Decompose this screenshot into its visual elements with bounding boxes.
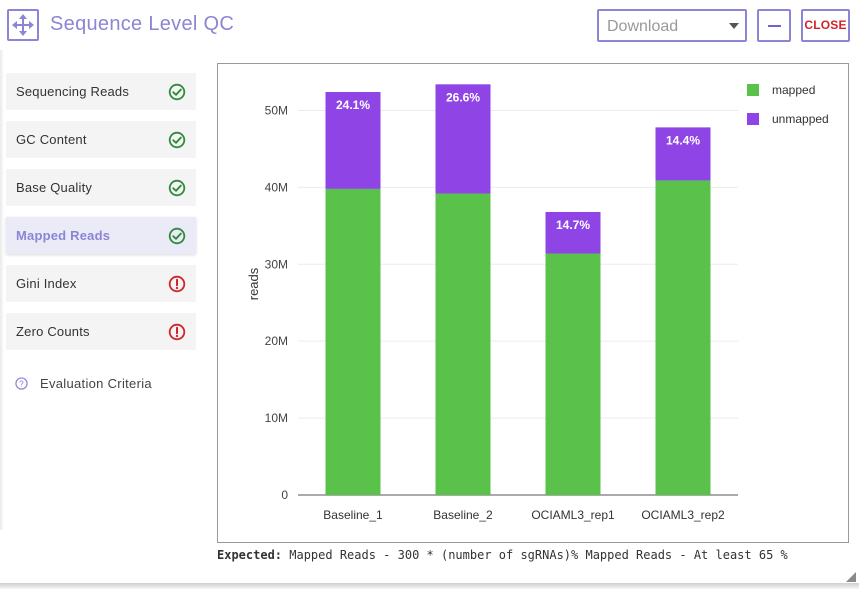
dialog-title: Sequence Level QC [50, 13, 235, 35]
bar-mapped [325, 188, 381, 495]
sidebar-item-base-quality[interactable]: Base Quality [6, 169, 196, 206]
alert-circle-icon [168, 275, 186, 292]
check-circle-icon [168, 83, 186, 100]
bar-data-label: 26.6% [446, 90, 480, 104]
legend-swatch-mapped [747, 84, 759, 96]
bar-mapped [545, 253, 601, 495]
expected-criteria-text: Expected: Mapped Reads - 300 * (number o… [217, 548, 788, 562]
bar-unmapped [655, 127, 711, 181]
check-circle-icon [168, 179, 186, 196]
legend-label: unmapped [772, 112, 829, 126]
bar-unmapped [435, 84, 491, 194]
bar-data-label: 14.4% [666, 133, 700, 147]
sidebar-item-sequencing-reads[interactable]: Sequencing Reads [6, 73, 196, 110]
evaluation-criteria-label: Evaluation Criteria [40, 376, 152, 391]
dialog-shadow-left [0, 50, 4, 530]
y-axis-label: reads [246, 267, 261, 300]
bar-data-label: 24.1% [336, 98, 370, 112]
x-tick-label: Baseline_2 [433, 508, 493, 522]
dialog-shadow-bottom [0, 583, 859, 589]
chart-canvas: 0 10M 20M 30M 40M 50M reads 24.1% Baseline_1 26.6… [246, 83, 829, 522]
y-tick-label: 10M [265, 411, 288, 425]
minimize-icon [768, 25, 781, 27]
sidebar-item-label: Mapped Reads [16, 228, 111, 243]
y-tick-label: 40M [265, 180, 288, 194]
evaluation-criteria-link[interactable]: ? Evaluation Criteria [15, 376, 152, 391]
sidebar-item-gc-content[interactable]: GC Content [6, 121, 196, 158]
x-tick-label: OCIAML3_rep2 [641, 508, 725, 522]
bar-mapped [655, 180, 711, 495]
bar-mapped [435, 193, 491, 495]
sidebar-item-gini-index[interactable]: Gini Index [6, 265, 196, 302]
check-circle-icon [168, 131, 186, 148]
check-circle-icon [168, 227, 186, 244]
close-button[interactable]: CLOSE [801, 9, 850, 42]
move-arrows-icon [12, 14, 34, 36]
y-tick-label: 30M [265, 257, 288, 271]
y-tick-label: 50M [265, 103, 288, 117]
minimize-button[interactable] [757, 9, 791, 42]
sidebar-item-label: Zero Counts [16, 324, 90, 339]
move-handle-button[interactable] [7, 9, 39, 41]
sidebar-item-zero-counts[interactable]: Zero Counts [6, 313, 196, 350]
sidebar-item-label: Sequencing Reads [16, 84, 130, 99]
sidebar-item-label: GC Content [16, 132, 87, 147]
chevron-down-icon [729, 23, 739, 29]
sidebar-item-label: Gini Index [16, 276, 77, 291]
mapped-reads-chart: 0 10M 20M 30M 40M 50M reads 24.1% Baseline_1 26.6… [217, 63, 849, 543]
question-circle-icon: ? [15, 377, 28, 390]
bar-unmapped [545, 211, 601, 254]
download-select[interactable]: Download [597, 9, 747, 42]
legend-label: mapped [772, 83, 815, 97]
x-tick-label: OCIAML3_rep1 [531, 508, 615, 522]
bar-data-label: 14.7% [556, 218, 590, 232]
sidebar-item-label: Base Quality [16, 180, 93, 195]
y-tick-label: 0 [281, 488, 288, 502]
alert-circle-icon [168, 323, 186, 340]
sidebar-item-mapped-reads[interactable]: Mapped Reads [6, 217, 196, 254]
resize-grip-icon[interactable] [846, 572, 856, 582]
expected-label: Expected: [217, 548, 283, 562]
bar-unmapped [325, 91, 381, 189]
svg-text:?: ? [19, 378, 24, 388]
y-tick-label: 20M [265, 334, 288, 348]
x-tick-label: Baseline_1 [323, 508, 383, 522]
legend-swatch-unmapped [747, 113, 759, 125]
download-select-value: Download [607, 18, 679, 35]
expected-description: Mapped Reads - 300 * (number of sgRNAs)%… [282, 548, 788, 562]
